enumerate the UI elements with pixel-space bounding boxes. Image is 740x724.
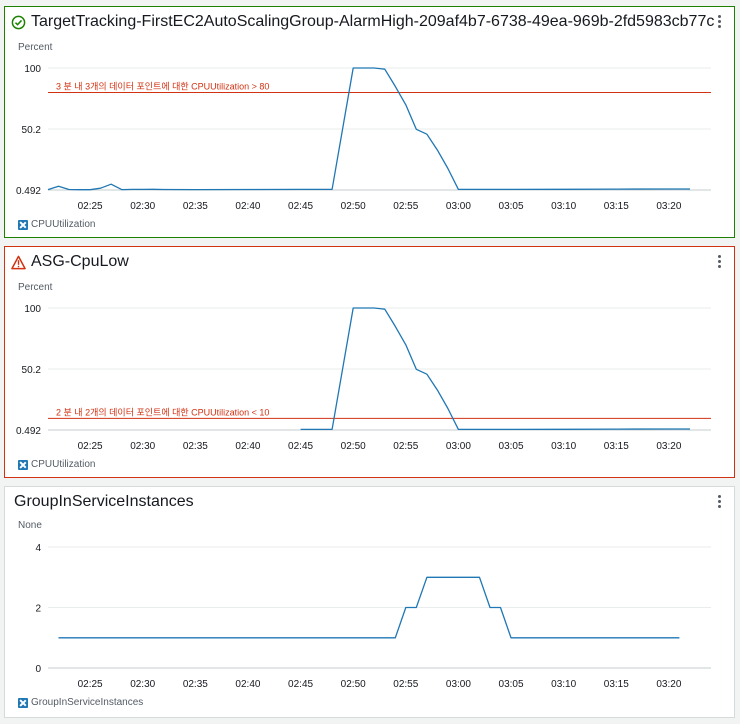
series-line [58, 576, 680, 639]
x-tick-label: 03:00 [446, 679, 471, 690]
alarm-high-widget: TargetTracking-FirstEC2AutoScalingGroup-… [4, 6, 735, 238]
widget-menu-icon[interactable] [718, 15, 722, 29]
x-tick-label: 02:25 [78, 201, 103, 212]
x-tick-label: 02:30 [130, 679, 155, 690]
x-tick-label: 03:15 [604, 201, 629, 212]
widget-menu-icon[interactable] [718, 495, 722, 509]
x-tick-label: 02:45 [288, 441, 313, 452]
y-tick-label: 50.2 [22, 365, 42, 376]
y-axis-unit-label: Percent [18, 42, 53, 53]
y-tick-label: 100 [24, 64, 41, 75]
x-tick-label: 02:55 [393, 679, 418, 690]
x-tick-label: 03:20 [656, 441, 681, 452]
x-tick-label: 02:50 [341, 441, 366, 452]
asg-cpu-low-widget: ASG-CpuLow Percent 0.492 50.2 100 02:25 02:3… [4, 246, 735, 478]
widget-menu-icon[interactable] [718, 255, 722, 269]
y-tick-label: 0 [35, 664, 41, 675]
x-tick-label: 02:40 [235, 201, 260, 212]
legend-checkbox-icon[interactable] [18, 459, 28, 470]
x-tick-label: 03:00 [446, 441, 471, 452]
x-tick-label: 03:05 [499, 441, 524, 452]
x-tick-label: 02:40 [235, 679, 260, 690]
group-in-service-instances-widget: GroupInServiceInstances None 0 2 4 02:25 02:… [4, 486, 735, 718]
x-tick-label: 02:40 [235, 441, 260, 452]
legend-label: CPUUtilization [31, 219, 96, 230]
cpu-utilization-chart: 0.492 50.2 100 02:25 02:30 02:35 02:40 02:45 02:… [16, 64, 711, 212]
x-tick-label: 03:05 [499, 201, 524, 212]
y-tick-label: 4 [35, 543, 41, 554]
y-tick-label: 50.2 [22, 125, 42, 136]
x-tick-label: 02:45 [288, 201, 313, 212]
x-tick-label: 02:35 [183, 441, 208, 452]
legend-item-cpuutilization[interactable]: CPUUtilization [18, 219, 95, 230]
legend-item-groupinserviceinstances[interactable]: GroupInServiceInstances [18, 697, 143, 708]
legend-label: GroupInServiceInstances [31, 697, 144, 708]
x-tick-label: 02:45 [288, 679, 313, 690]
x-tick-label: 03:00 [446, 201, 471, 212]
widget-title[interactable]: GroupInServiceInstances [14, 493, 194, 510]
y-tick-label: 100 [24, 304, 41, 315]
y-axis-unit-label: None [18, 520, 42, 531]
x-tick-label: 02:25 [78, 679, 103, 690]
cpu-utilization-chart: 0.492 50.2 100 02:25 02:30 02:35 02:40 02:45 02:… [16, 304, 711, 452]
x-tick-label: 03:10 [551, 201, 576, 212]
x-tick-label: 02:50 [341, 679, 366, 690]
widget-title[interactable]: ASG-CpuLow [31, 253, 129, 270]
legend-checkbox-icon[interactable] [18, 697, 28, 708]
x-tick-label: 02:55 [393, 441, 418, 452]
x-tick-label: 02:55 [393, 201, 418, 212]
x-tick-label: 02:35 [183, 201, 208, 212]
check-circle-icon [11, 15, 26, 30]
series-line [47, 67, 690, 191]
y-tick-label: 2 [35, 604, 41, 615]
x-tick-label: 03:10 [551, 679, 576, 690]
x-tick-label: 03:20 [656, 201, 681, 212]
x-tick-label: 02:25 [78, 441, 103, 452]
x-tick-label: 03:05 [499, 679, 524, 690]
x-tick-label: 02:30 [130, 441, 155, 452]
threshold-label: 2 분 내 2개의 데이터 포인트에 대한 CPUUtilization < 1… [56, 407, 269, 417]
series-line [300, 307, 690, 431]
x-tick-label: 02:50 [341, 201, 366, 212]
y-tick-label: 0.492 [16, 186, 41, 197]
group-in-service-instances-chart: 0 2 4 02:25 02:30 02:35 02:40 02:45 02:50 02:55 03… [35, 543, 711, 690]
x-tick-label: 03:20 [656, 679, 681, 690]
x-tick-label: 03:15 [604, 679, 629, 690]
legend-item-cpuutilization[interactable]: CPUUtilization [18, 459, 95, 470]
x-tick-label: 03:15 [604, 441, 629, 452]
y-axis-unit-label: Percent [18, 282, 53, 293]
widget-title[interactable]: TargetTracking-FirstEC2AutoScalingGroup-… [31, 13, 715, 30]
x-tick-label: 02:35 [183, 679, 208, 690]
y-tick-label: 0.492 [16, 426, 41, 437]
legend-label: CPUUtilization [31, 459, 96, 470]
threshold-label: 3 분 내 3개의 데이터 포인트에 대한 CPUUtilization > 8… [56, 82, 269, 92]
x-tick-label: 02:30 [130, 201, 155, 212]
warning-triangle-icon [11, 255, 26, 270]
x-tick-label: 03:10 [551, 441, 576, 452]
legend-checkbox-icon[interactable] [18, 219, 28, 230]
